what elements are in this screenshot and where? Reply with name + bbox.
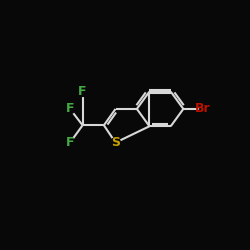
Circle shape <box>111 138 120 147</box>
Text: F: F <box>66 102 74 116</box>
Text: S: S <box>111 136 120 149</box>
Circle shape <box>65 104 75 114</box>
Circle shape <box>65 138 75 147</box>
Circle shape <box>200 104 209 114</box>
Text: F: F <box>66 136 74 149</box>
Circle shape <box>78 87 88 97</box>
Text: F: F <box>78 85 87 98</box>
Text: Br: Br <box>195 102 210 116</box>
